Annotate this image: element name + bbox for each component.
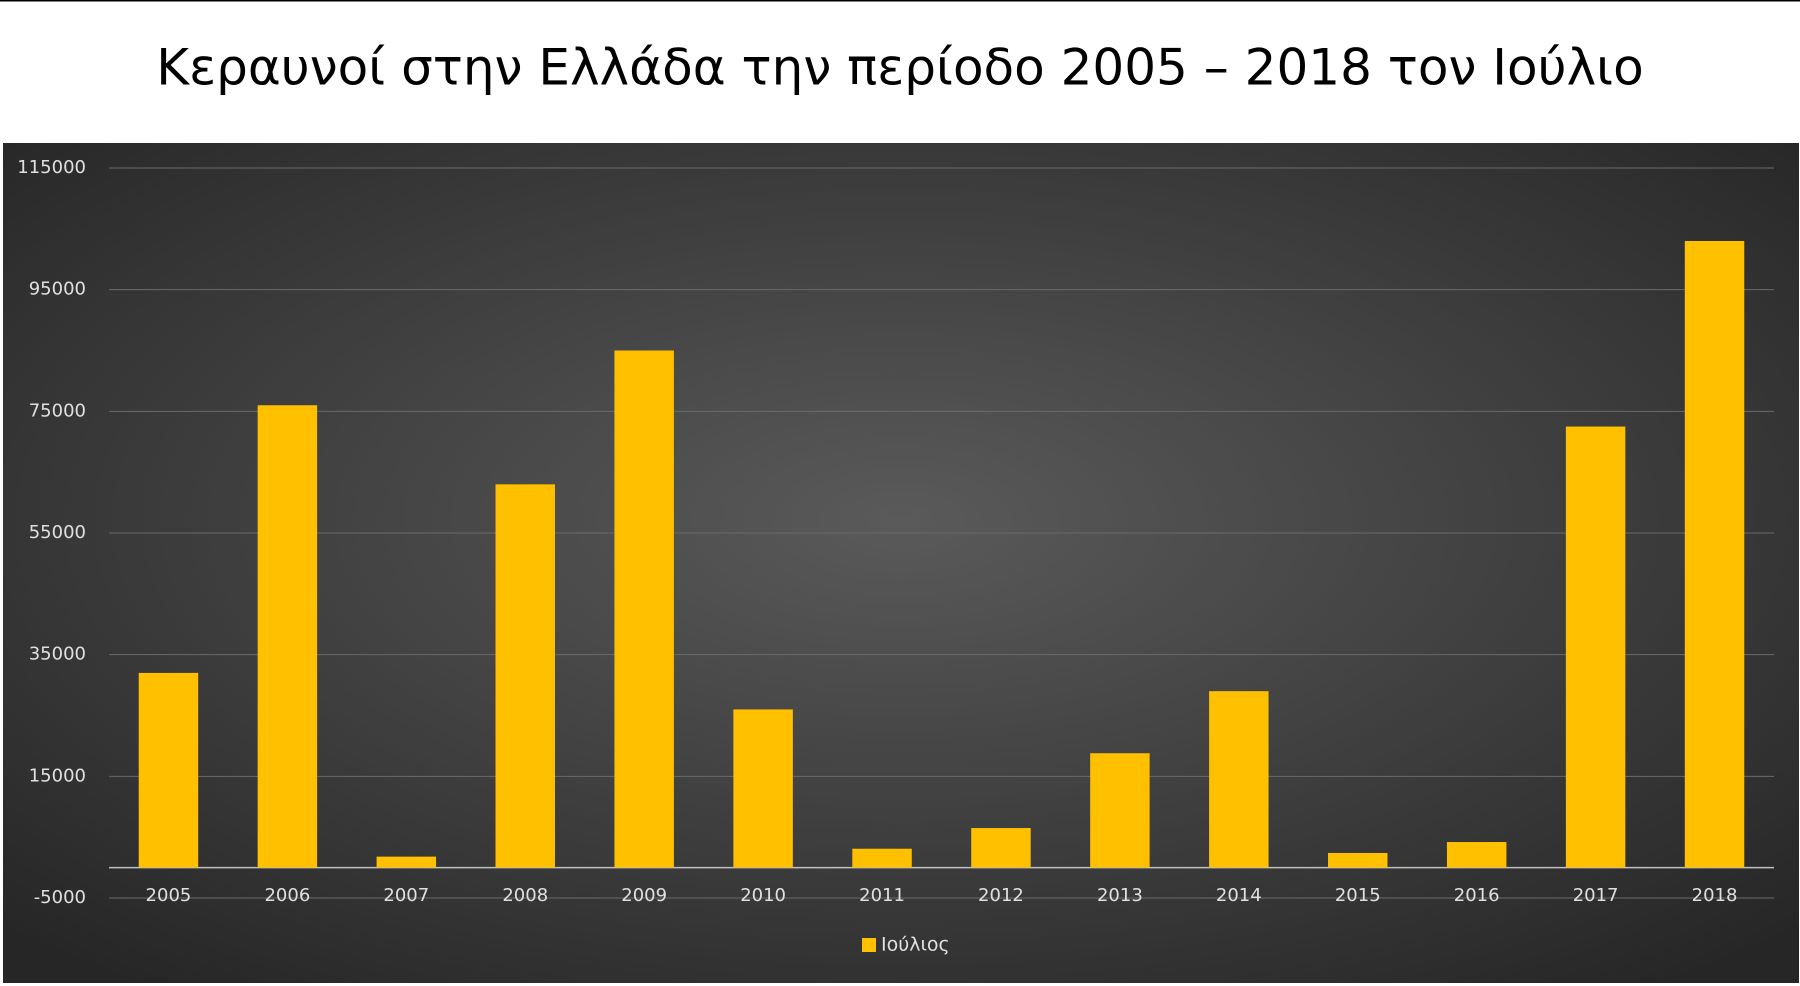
x-tick-label: 2016 bbox=[1454, 885, 1500, 906]
y-tick-label: 35000 bbox=[29, 644, 86, 665]
x-tick-label: 2012 bbox=[978, 885, 1024, 906]
plot: -5000 15000 35000 55000 75000 95000 115000 Ιούλ… bbox=[17, 157, 1774, 956]
x-tick-label: 2013 bbox=[1097, 885, 1143, 906]
bar bbox=[1446, 842, 1507, 868]
bar bbox=[138, 672, 199, 868]
bar bbox=[733, 709, 793, 868]
x-tick-label: 2014 bbox=[1216, 885, 1262, 906]
bar bbox=[852, 848, 912, 868]
chart-title: Κεραυνοί στην Ελλάδα την περίοδο 2005 – … bbox=[156, 39, 1643, 97]
x-tick-label: 2008 bbox=[502, 885, 548, 906]
top-border bbox=[0, 0, 1800, 2]
x-tick-label: 2015 bbox=[1335, 885, 1381, 906]
x-tick-label: 2005 bbox=[146, 885, 192, 906]
bar bbox=[614, 350, 674, 868]
y-tick-label: 95000 bbox=[29, 279, 86, 300]
x-tick-label: 2006 bbox=[264, 885, 310, 906]
bar bbox=[376, 856, 437, 868]
bar bbox=[1090, 753, 1150, 868]
y-tick-label: 75000 bbox=[29, 400, 86, 421]
y-tick-label: 15000 bbox=[29, 765, 86, 786]
y-tick-label: 115000 bbox=[17, 157, 86, 178]
bar bbox=[1328, 852, 1388, 868]
x-tick-label: 2017 bbox=[1573, 885, 1619, 906]
y-tick-label: -5000 bbox=[34, 887, 86, 908]
bar bbox=[1565, 426, 1626, 868]
bar bbox=[257, 405, 318, 868]
legend-label: Ιούλιος bbox=[881, 934, 950, 956]
x-tick-label: 2009 bbox=[621, 885, 667, 906]
x-tick-label: 2010 bbox=[740, 885, 786, 906]
bar bbox=[971, 828, 1031, 868]
y-tick-label: 55000 bbox=[29, 522, 86, 543]
bar bbox=[1684, 241, 1745, 868]
x-tick-label: 2018 bbox=[1692, 885, 1738, 906]
x-tick-label: 2007 bbox=[383, 885, 429, 906]
bar bbox=[495, 484, 555, 868]
legend-swatch bbox=[862, 938, 876, 952]
x-tick-label: 2011 bbox=[859, 885, 905, 906]
bar bbox=[1209, 691, 1269, 868]
